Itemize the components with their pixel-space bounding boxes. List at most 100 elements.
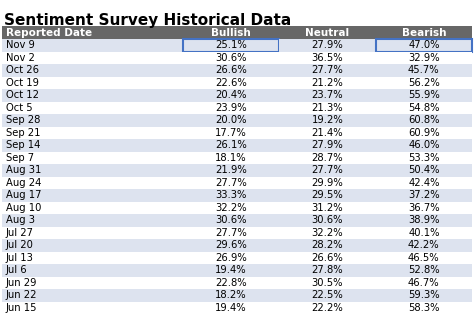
Text: 36.7%: 36.7% <box>408 203 440 213</box>
Text: 29.9%: 29.9% <box>311 178 343 188</box>
Text: Jul 27: Jul 27 <box>6 228 34 238</box>
Text: 33.3%: 33.3% <box>216 190 247 200</box>
Text: 46.7%: 46.7% <box>408 278 440 288</box>
Bar <box>376 289 472 302</box>
Bar <box>183 239 279 252</box>
Bar <box>279 151 376 164</box>
Bar <box>183 277 279 289</box>
Bar <box>183 51 279 64</box>
Text: 28.2%: 28.2% <box>312 240 343 250</box>
Bar <box>2 264 183 277</box>
Text: 22.5%: 22.5% <box>311 290 343 300</box>
Bar <box>183 202 279 214</box>
Bar <box>183 289 279 302</box>
Bar <box>2 101 183 114</box>
Bar <box>376 202 472 214</box>
Bar <box>2 277 183 289</box>
Bar <box>183 26 279 39</box>
Bar <box>376 139 472 151</box>
Bar <box>183 176 279 189</box>
Bar <box>2 51 183 64</box>
Text: Oct 26: Oct 26 <box>6 65 39 75</box>
Text: 27.9%: 27.9% <box>311 40 343 50</box>
Text: 45.7%: 45.7% <box>408 65 440 75</box>
Text: Oct 19: Oct 19 <box>6 78 39 88</box>
Bar <box>2 302 183 314</box>
Bar <box>183 252 279 264</box>
Bar <box>2 176 183 189</box>
Text: 21.2%: 21.2% <box>311 78 343 88</box>
Bar <box>376 227 472 239</box>
Bar <box>183 114 279 126</box>
Bar <box>376 176 472 189</box>
Bar <box>183 76 279 89</box>
Text: Jul 6: Jul 6 <box>6 265 27 275</box>
Text: Sep 14: Sep 14 <box>6 140 40 150</box>
Bar <box>376 76 472 89</box>
Bar <box>183 164 279 176</box>
Bar <box>279 202 376 214</box>
Bar <box>183 39 279 51</box>
Bar <box>279 277 376 289</box>
Text: Aug 31: Aug 31 <box>6 165 41 175</box>
Bar <box>279 26 376 39</box>
Text: 18.1%: 18.1% <box>215 153 247 163</box>
Text: 20.0%: 20.0% <box>215 115 247 125</box>
Text: Jul 20: Jul 20 <box>6 240 34 250</box>
Bar <box>279 239 376 252</box>
Bar <box>376 126 472 139</box>
Bar <box>279 302 376 314</box>
Text: 30.6%: 30.6% <box>215 53 247 63</box>
Bar <box>376 39 472 51</box>
Text: 26.6%: 26.6% <box>215 65 247 75</box>
Bar <box>376 252 472 264</box>
Bar <box>2 151 183 164</box>
Bar <box>376 239 472 252</box>
Text: 29.6%: 29.6% <box>215 240 247 250</box>
Text: Aug 3: Aug 3 <box>6 215 35 225</box>
Bar <box>279 101 376 114</box>
Bar <box>279 89 376 101</box>
Bar <box>279 126 376 139</box>
Text: 22.8%: 22.8% <box>215 278 247 288</box>
Bar <box>376 302 472 314</box>
Text: 28.7%: 28.7% <box>312 153 343 163</box>
Text: 21.3%: 21.3% <box>312 103 343 113</box>
Text: 21.4%: 21.4% <box>312 128 343 138</box>
Bar <box>279 51 376 64</box>
Text: 22.6%: 22.6% <box>215 78 247 88</box>
Bar <box>2 164 183 176</box>
Text: 21.9%: 21.9% <box>215 165 247 175</box>
Bar <box>279 76 376 89</box>
Bar <box>2 239 183 252</box>
Text: 27.7%: 27.7% <box>311 165 343 175</box>
Bar <box>376 64 472 76</box>
Text: Jun 29: Jun 29 <box>6 278 37 288</box>
Bar <box>376 151 472 164</box>
Text: 30.6%: 30.6% <box>312 215 343 225</box>
Text: 19.4%: 19.4% <box>215 303 247 313</box>
Text: 20.4%: 20.4% <box>215 90 247 100</box>
Bar <box>279 227 376 239</box>
Text: 59.3%: 59.3% <box>408 290 440 300</box>
Text: 38.9%: 38.9% <box>408 215 439 225</box>
Text: Aug 10: Aug 10 <box>6 203 41 213</box>
Text: 56.2%: 56.2% <box>408 78 440 88</box>
Text: 29.5%: 29.5% <box>311 190 343 200</box>
Bar <box>279 114 376 126</box>
Text: 19.4%: 19.4% <box>215 265 247 275</box>
Text: 17.7%: 17.7% <box>215 128 247 138</box>
Bar <box>183 126 279 139</box>
Text: 27.7%: 27.7% <box>215 178 247 188</box>
Text: 60.9%: 60.9% <box>408 128 440 138</box>
Text: 23.7%: 23.7% <box>312 90 343 100</box>
Text: 37.2%: 37.2% <box>408 190 440 200</box>
Text: 26.6%: 26.6% <box>311 253 343 263</box>
Bar <box>376 89 472 101</box>
Text: Aug 24: Aug 24 <box>6 178 41 188</box>
Bar <box>279 164 376 176</box>
Bar <box>2 139 183 151</box>
Bar <box>2 64 183 76</box>
Text: Sep 28: Sep 28 <box>6 115 40 125</box>
Text: Jul 13: Jul 13 <box>6 253 34 263</box>
